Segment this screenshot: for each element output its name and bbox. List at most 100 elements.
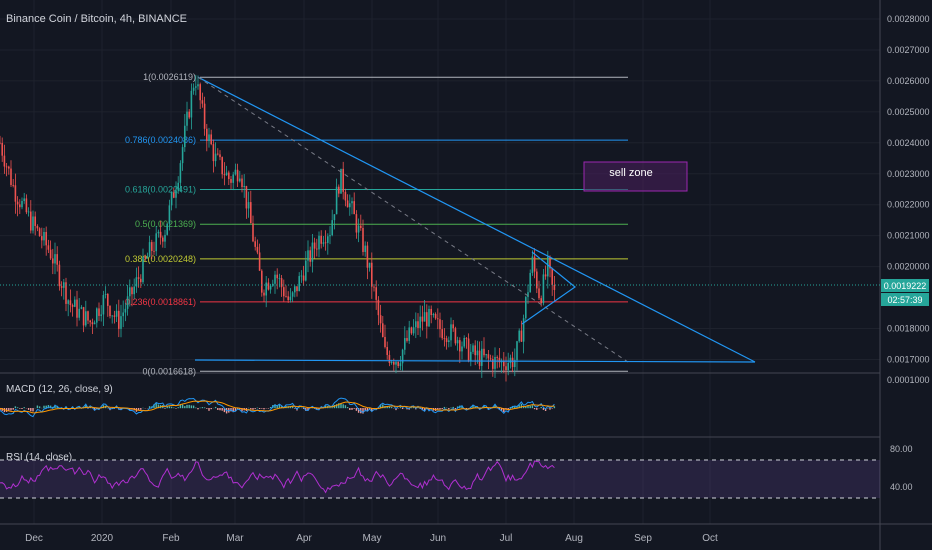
candle-body xyxy=(254,241,256,247)
candle-body xyxy=(516,341,518,361)
macd-histogram-bar xyxy=(192,405,195,409)
candle-body xyxy=(481,348,483,366)
last-price-value: 0.0019222 xyxy=(884,281,927,291)
macd-histogram-bar xyxy=(531,405,534,409)
chart-title: Binance Coin / Bitcoin, 4h, BINANCE xyxy=(6,13,187,25)
macd-histogram-bar xyxy=(267,408,270,409)
macd-histogram-bar xyxy=(551,408,553,409)
candle-body xyxy=(212,144,215,162)
rsi-series xyxy=(0,460,555,494)
candle-body xyxy=(87,311,89,321)
candle-body xyxy=(30,211,32,231)
macd-histogram-bar xyxy=(390,407,393,409)
macd-histogram-bar xyxy=(1,408,3,411)
macd-histogram-bar xyxy=(0,408,1,411)
candle-body xyxy=(397,361,399,367)
candle-body xyxy=(239,178,241,182)
macd-histogram-bar xyxy=(549,408,551,410)
candle-body xyxy=(357,225,360,233)
macd-histogram-bar xyxy=(102,405,105,409)
candle-body xyxy=(544,274,547,277)
candle-body xyxy=(267,282,270,290)
macd-histogram-bar xyxy=(401,408,404,410)
candle-body xyxy=(210,134,212,145)
time-axis[interactable]: Dec 2020 Feb Mar Apr May Jun Jul Aug Sep Oct xyxy=(25,533,718,544)
candle-body xyxy=(445,338,448,342)
candle-body xyxy=(467,338,470,361)
macd-histogram-bar xyxy=(203,407,206,409)
candle-body xyxy=(412,327,415,334)
candle-body xyxy=(476,350,479,356)
macd-histogram-bar xyxy=(52,406,54,409)
candle-body xyxy=(199,84,201,101)
candle-body xyxy=(98,308,100,316)
candle-body xyxy=(56,254,58,265)
candle-body xyxy=(463,337,465,347)
macd-histogram-bar xyxy=(298,407,300,409)
candle-body xyxy=(203,103,206,129)
price-axis[interactable]: 0.0028000 0.0027000 0.0026000 0.0025000 0.00… xyxy=(887,14,930,364)
candle-body xyxy=(327,236,329,243)
dashed-trendline[interactable] xyxy=(197,76,629,363)
macd-histogram-bar xyxy=(173,407,175,409)
candle-body xyxy=(74,299,76,307)
time-tick-label: Jun xyxy=(430,533,446,544)
candle-body xyxy=(338,186,340,194)
support-trendline[interactable] xyxy=(194,359,756,363)
fib-level-label: 0.236(0.0018861) xyxy=(125,297,196,307)
macd-histogram-bar xyxy=(170,406,173,409)
candle-body xyxy=(465,337,468,339)
macd-histogram-bar xyxy=(329,407,331,409)
candle-body xyxy=(441,329,443,339)
macd-histogram-bar xyxy=(362,408,364,414)
candle-body xyxy=(113,315,116,317)
macd-histogram-bar xyxy=(353,408,355,409)
candle-body xyxy=(340,168,342,194)
candle-body xyxy=(364,245,366,252)
candle-body xyxy=(547,256,549,277)
candle-body xyxy=(384,336,386,348)
candle-body xyxy=(280,278,283,288)
macd-histogram-bar xyxy=(199,407,201,409)
macd-histogram-bar xyxy=(197,408,199,410)
candle-body xyxy=(520,330,523,342)
candle-body xyxy=(36,225,39,229)
candle-body xyxy=(27,211,30,213)
candle-body xyxy=(316,248,318,250)
macd-histogram-bar xyxy=(533,408,536,410)
macd-histogram-bar xyxy=(355,408,358,411)
candle-body xyxy=(302,275,305,281)
candle-body xyxy=(232,174,234,183)
candle-body xyxy=(252,223,254,242)
candle-body xyxy=(78,308,80,318)
triangle-pattern[interactable] xyxy=(521,251,576,325)
macd-histogram-bar xyxy=(43,405,45,409)
candle-body xyxy=(452,324,454,329)
candle-body xyxy=(60,286,63,288)
price-tick-label: 0.0026000 xyxy=(887,76,930,86)
macd-histogram-bar xyxy=(366,408,369,412)
sell-zone-annotation[interactable]: sell zone xyxy=(583,161,688,192)
macd-histogram-bar xyxy=(399,407,402,409)
candle-body xyxy=(45,231,47,246)
macd-histogram-bar xyxy=(269,407,272,409)
macd-histogram-bar xyxy=(184,406,186,409)
macd-histogram-bar xyxy=(32,408,34,412)
fibonacci-retracement[interactable]: 1(0.0026119) 0.786(0.0024086) 0.618(0.0022… xyxy=(125,72,628,376)
candle-body xyxy=(10,168,12,186)
macd-histogram-bar xyxy=(406,408,408,410)
trendlines[interactable] xyxy=(194,76,756,363)
time-tick-label: Aug xyxy=(565,533,583,544)
candle-body xyxy=(54,254,56,264)
macd-histogram-bar xyxy=(201,407,204,409)
macd-histogram-bar xyxy=(461,405,463,409)
descending-trendline[interactable] xyxy=(197,76,756,363)
macd-histogram-bar xyxy=(168,406,171,409)
candle-body xyxy=(423,312,426,322)
macd-histogram-bar xyxy=(21,408,23,409)
macd-histogram-bar xyxy=(450,407,452,409)
sell-zone-box[interactable] xyxy=(583,161,688,192)
candle-body xyxy=(346,200,349,208)
macd-histogram-bar xyxy=(289,406,292,409)
